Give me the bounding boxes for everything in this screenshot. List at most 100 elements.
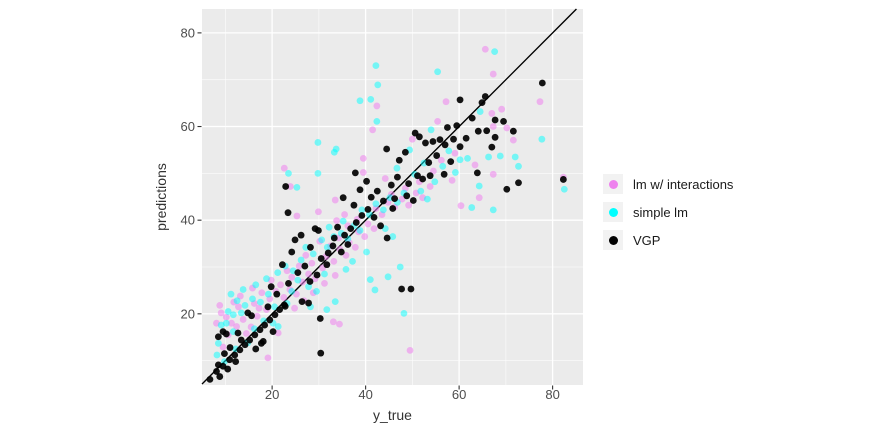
data-point-lm-interactions — [361, 233, 369, 240]
data-point-vgp — [419, 175, 427, 183]
data-point-lm-interactions — [331, 196, 339, 204]
data-point-vgp — [232, 358, 240, 365]
data-point-lm-interactions — [295, 262, 303, 270]
data-point-lm-interactions — [481, 45, 489, 53]
data-point-vgp — [282, 183, 290, 190]
data-point-simple-lm — [358, 206, 366, 214]
data-point-vgp — [433, 152, 441, 159]
data-point-simple-lm — [464, 154, 471, 162]
data-point-vgp — [329, 242, 337, 250]
data-point-simple-lm — [339, 217, 347, 225]
legend-item-vgp: VGP — [603, 230, 733, 250]
data-point-vgp — [248, 312, 255, 320]
data-point-lm-interactions — [536, 98, 544, 106]
data-point-lm-interactions — [255, 304, 263, 312]
data-point-lm-interactions — [264, 354, 272, 362]
data-point-vgp — [367, 193, 375, 201]
y-tick-label: 80 — [181, 25, 195, 40]
data-point-vgp — [313, 271, 321, 279]
data-point-simple-lm — [485, 153, 492, 161]
data-point-vgp — [246, 336, 254, 344]
data-point-lm-interactions — [359, 169, 367, 176]
data-point-vgp — [294, 269, 302, 277]
data-point-lm-interactions — [498, 105, 506, 113]
data-point-simple-lm — [249, 295, 256, 303]
data-point-simple-lm — [456, 156, 464, 164]
data-point-vgp — [241, 341, 249, 349]
data-point-lm-interactions — [228, 319, 235, 327]
data-point-lm-interactions — [437, 156, 445, 164]
data-point-vgp — [450, 135, 457, 143]
data-point-vgp — [251, 331, 259, 339]
data-point-lm-interactions — [235, 303, 242, 311]
data-point-vgp — [288, 248, 296, 256]
data-point-vgp — [347, 225, 355, 233]
data-point-simple-lm — [475, 182, 483, 190]
data-point-simple-lm — [213, 351, 221, 359]
data-point-lm-interactions — [364, 220, 372, 228]
data-point-simple-lm — [314, 139, 322, 146]
data-point-vgp — [403, 192, 411, 200]
data-point-vgp — [429, 138, 437, 145]
data-point-vgp — [267, 283, 275, 291]
data-point-lm-interactions — [489, 70, 497, 78]
data-point-simple-lm — [367, 95, 375, 103]
data-point-simple-lm — [489, 206, 497, 214]
data-point-vgp — [491, 116, 499, 124]
violet-dot-icon — [608, 179, 618, 189]
data-point-vgp — [363, 177, 370, 185]
data-point-simple-lm — [313, 287, 320, 295]
data-point-vgp — [481, 93, 489, 100]
data-point-vgp — [350, 201, 358, 209]
data-point-vgp — [222, 330, 230, 338]
legend-key — [603, 202, 623, 222]
data-point-simple-lm — [274, 269, 282, 277]
data-point-simple-lm — [423, 195, 431, 203]
data-point-vgp — [273, 290, 281, 298]
data-point-lm-interactions — [217, 309, 225, 317]
data-point-simple-lm — [349, 257, 356, 265]
data-point-vgp — [337, 248, 345, 256]
data-point-simple-lm — [274, 323, 282, 330]
data-point-lm-interactions — [280, 164, 288, 172]
data-point-vgp — [422, 139, 429, 147]
data-point-vgp — [206, 375, 214, 383]
data-point-simple-lm — [285, 169, 292, 177]
data-point-simple-lm — [217, 321, 225, 329]
data-point-vgp — [344, 241, 352, 248]
data-point-vgp — [389, 205, 397, 212]
legend-key — [603, 174, 623, 194]
data-point-lm-interactions — [434, 117, 442, 125]
legend-label: VGP — [633, 232, 661, 248]
data-point-lm-interactions — [369, 126, 377, 134]
y-axis-title: predictions — [153, 163, 169, 231]
data-point-simple-lm — [393, 164, 401, 172]
data-point-vgp — [224, 365, 232, 373]
data-point-simple-lm — [227, 290, 235, 298]
data-point-simple-lm — [325, 223, 333, 231]
data-point-lm-interactions — [258, 289, 266, 297]
data-point-simple-lm — [372, 62, 380, 70]
data-point-simple-lm — [318, 236, 326, 244]
data-point-simple-lm — [252, 281, 260, 289]
legend-label: simple lm — [633, 204, 688, 220]
data-point-simple-lm — [233, 297, 241, 305]
data-point-vgp — [271, 311, 279, 319]
data-point-vgp — [339, 194, 347, 202]
data-point-simple-lm — [491, 48, 499, 56]
data-point-lm-interactions — [293, 212, 301, 220]
data-point-vgp — [334, 223, 341, 231]
data-point-vgp — [305, 299, 312, 307]
x-tick-label: 20 — [265, 387, 279, 402]
data-point-vgp — [394, 173, 401, 181]
data-point-lm-interactions — [457, 202, 465, 210]
data-point-lm-interactions — [280, 294, 288, 301]
legend-key — [603, 230, 623, 250]
data-point-vgp — [236, 346, 244, 354]
data-point-vgp — [231, 351, 239, 359]
data-point-vgp — [213, 368, 220, 375]
data-point-vgp — [447, 158, 455, 166]
data-point-vgp — [395, 156, 403, 164]
data-point-lm-interactions — [308, 259, 316, 267]
